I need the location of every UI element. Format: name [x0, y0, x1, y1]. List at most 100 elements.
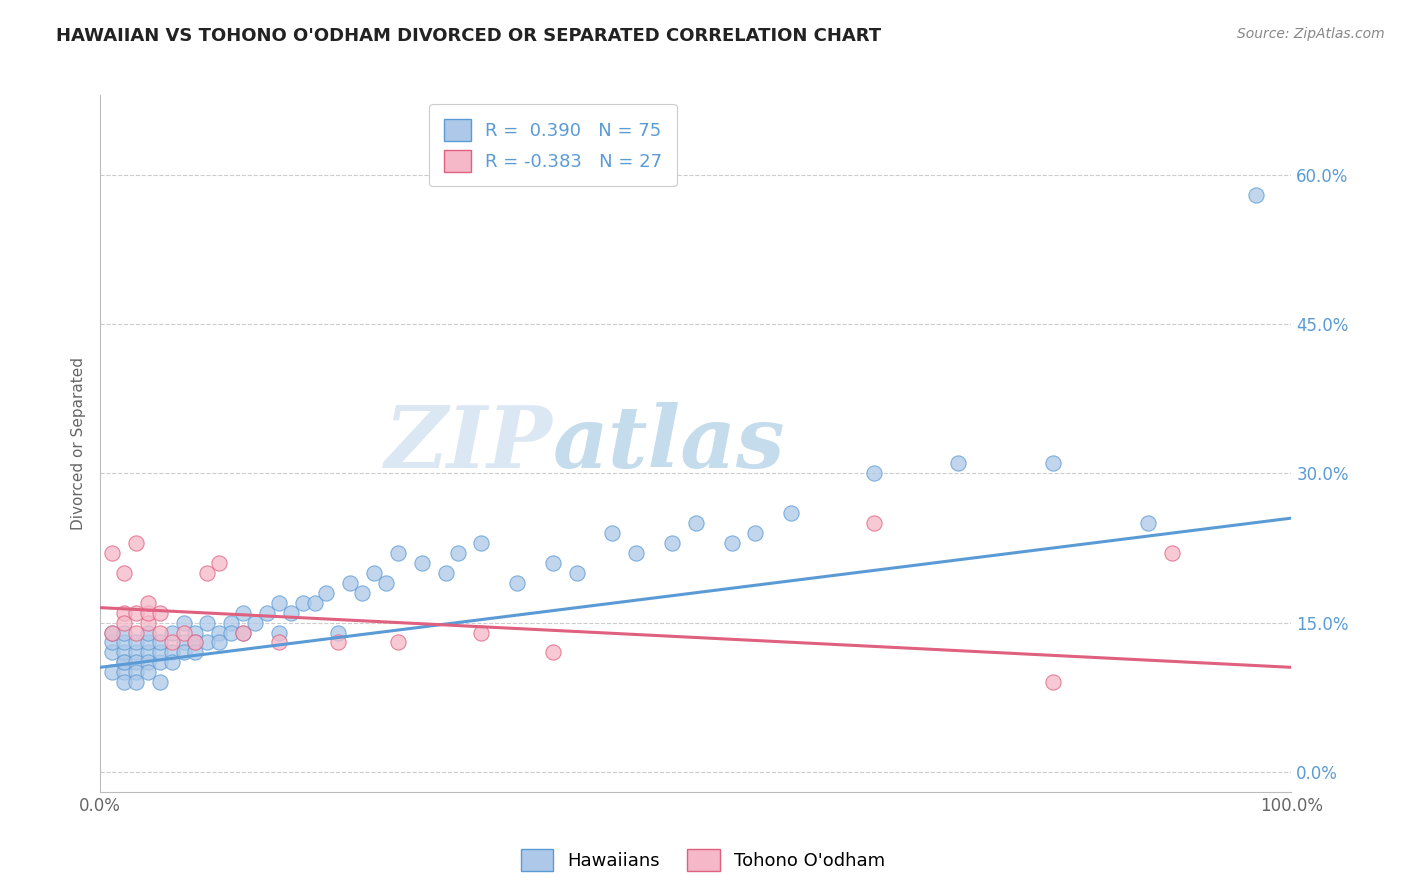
Point: [219, 615, 242, 630]
Point: [184, 635, 207, 649]
Point: [863, 516, 886, 530]
Point: [506, 575, 529, 590]
Point: [315, 585, 337, 599]
Point: [112, 566, 135, 580]
Point: [160, 625, 183, 640]
Point: [184, 645, 207, 659]
Point: [149, 625, 172, 640]
Point: [136, 635, 159, 649]
Point: [243, 615, 266, 630]
Legend: Hawaiians, Tohono O'odham: Hawaiians, Tohono O'odham: [513, 842, 893, 879]
Point: [112, 606, 135, 620]
Point: [744, 526, 766, 541]
Point: [112, 635, 135, 649]
Text: atlas: atlas: [553, 401, 786, 485]
Point: [149, 645, 172, 659]
Point: [136, 625, 159, 640]
Point: [101, 645, 124, 659]
Point: [149, 656, 172, 670]
Point: [1244, 187, 1267, 202]
Point: [101, 625, 124, 640]
Point: [256, 606, 278, 620]
Point: [149, 606, 172, 620]
Y-axis label: Divorced or Separated: Divorced or Separated: [72, 357, 86, 530]
Point: [352, 585, 374, 599]
Point: [541, 556, 564, 570]
Point: [112, 665, 135, 680]
Point: [208, 635, 231, 649]
Point: [195, 566, 218, 580]
Point: [470, 536, 492, 550]
Point: [446, 546, 468, 560]
Point: [173, 625, 195, 640]
Point: [232, 625, 254, 640]
Point: [470, 625, 492, 640]
Point: [387, 546, 409, 560]
Point: [411, 556, 433, 570]
Point: [328, 635, 350, 649]
Point: [195, 635, 218, 649]
Point: [541, 645, 564, 659]
Point: [184, 625, 207, 640]
Legend: R =  0.390   N = 75, R = -0.383   N = 27: R = 0.390 N = 75, R = -0.383 N = 27: [429, 104, 676, 186]
Point: [328, 625, 350, 640]
Point: [125, 656, 148, 670]
Point: [434, 566, 457, 580]
Point: [101, 665, 124, 680]
Point: [173, 615, 195, 630]
Point: [267, 625, 290, 640]
Point: [160, 635, 183, 649]
Point: [173, 645, 195, 659]
Point: [136, 665, 159, 680]
Point: [720, 536, 742, 550]
Point: [112, 615, 135, 630]
Point: [101, 546, 124, 560]
Point: [291, 596, 314, 610]
Point: [375, 575, 398, 590]
Point: [304, 596, 326, 610]
Point: [125, 675, 148, 690]
Point: [208, 625, 231, 640]
Point: [125, 625, 148, 640]
Point: [160, 656, 183, 670]
Point: [780, 506, 803, 520]
Point: [136, 596, 159, 610]
Point: [387, 635, 409, 649]
Point: [101, 625, 124, 640]
Text: ZIP: ZIP: [385, 401, 553, 485]
Point: [112, 656, 135, 670]
Text: Source: ZipAtlas.com: Source: ZipAtlas.com: [1237, 27, 1385, 41]
Point: [267, 596, 290, 610]
Point: [1042, 675, 1064, 690]
Point: [1137, 516, 1160, 530]
Point: [184, 635, 207, 649]
Point: [136, 606, 159, 620]
Point: [149, 675, 172, 690]
Point: [1042, 456, 1064, 470]
Point: [339, 575, 361, 590]
Point: [602, 526, 624, 541]
Point: [125, 665, 148, 680]
Point: [112, 645, 135, 659]
Point: [195, 615, 218, 630]
Point: [136, 645, 159, 659]
Point: [626, 546, 648, 560]
Point: [112, 656, 135, 670]
Point: [125, 536, 148, 550]
Point: [661, 536, 683, 550]
Point: [267, 635, 290, 649]
Text: HAWAIIAN VS TOHONO O'ODHAM DIVORCED OR SEPARATED CORRELATION CHART: HAWAIIAN VS TOHONO O'ODHAM DIVORCED OR S…: [56, 27, 882, 45]
Point: [863, 467, 886, 481]
Point: [565, 566, 588, 580]
Point: [112, 675, 135, 690]
Point: [125, 606, 148, 620]
Point: [125, 645, 148, 659]
Point: [149, 635, 172, 649]
Point: [1161, 546, 1184, 560]
Point: [125, 635, 148, 649]
Point: [101, 635, 124, 649]
Point: [136, 656, 159, 670]
Point: [173, 635, 195, 649]
Point: [685, 516, 707, 530]
Point: [946, 456, 969, 470]
